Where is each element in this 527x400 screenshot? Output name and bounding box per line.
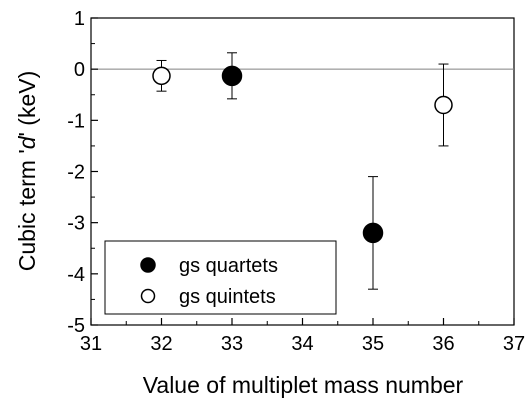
y-axis-title: Cubic term 'd' (keV): [14, 71, 40, 272]
y-tick-label: 0: [74, 59, 85, 81]
x-axis-title: Value of multiplet mass number: [143, 372, 464, 398]
legend-marker-gs-quintets: [140, 288, 156, 304]
x-axis-ticks: 31 32 33 34 35 36 37: [80, 318, 525, 355]
x-tick-label: 33: [221, 333, 243, 355]
y-axis-ticks: 1 0 -1 -2 -3 -4 -5: [67, 8, 98, 337]
x-tick-label: 32: [150, 333, 172, 355]
x-tick-label: 31: [80, 333, 102, 355]
y-axis-title-part-2: ' (keV): [14, 71, 40, 137]
legend-label-gs-quintets: gs quintets: [179, 286, 276, 308]
y-axis-title-variable: d: [14, 135, 40, 149]
legend-marker-gs-quartets: [140, 257, 156, 273]
x-tick-label: 35: [362, 333, 384, 355]
y-tick-label: -4: [67, 264, 85, 286]
y-tick-label: -3: [67, 213, 85, 235]
y-tick-label: -1: [67, 110, 85, 132]
legend-box: [104, 240, 337, 315]
y-tick-label: 1: [74, 8, 85, 30]
y-axis-title-part-1: Cubic term ': [14, 149, 40, 271]
legend: gs quartets gs quintets: [104, 240, 337, 315]
data-point-gs-quartets: [362, 222, 384, 244]
data-point-gs-quintets: [152, 66, 171, 86]
data-point-gs-quartets: [221, 65, 243, 87]
y-tick-label: -2: [67, 162, 85, 184]
legend-label-gs-quartets: gs quartets: [179, 255, 278, 277]
y-tick-label: -5: [67, 315, 85, 337]
x-tick-label: 37: [503, 333, 525, 355]
data-series: [152, 52, 453, 290]
data-point-gs-quintets: [434, 95, 453, 115]
x-tick-label: 36: [432, 333, 454, 355]
x-tick-label: 34: [291, 333, 313, 355]
